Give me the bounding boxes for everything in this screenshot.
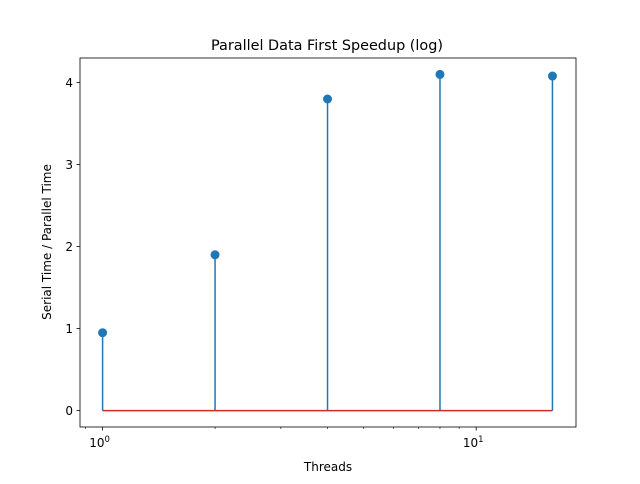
x-tick-label-base: 10 <box>463 436 478 450</box>
y-tick-label: 0 <box>65 404 73 418</box>
x-tick-label: 100 <box>89 435 110 450</box>
y-axis-label: Serial Time / Parallel Time <box>40 164 54 320</box>
chart-title: Parallel Data First Speedup (log) <box>211 38 443 54</box>
stem-marker <box>435 69 445 79</box>
stem-marker <box>323 94 333 104</box>
x-tick-label-exponent: 0 <box>105 435 110 445</box>
y-tick-label: 2 <box>65 240 73 254</box>
x-tick-label: 101 <box>463 435 484 450</box>
plot-frame <box>79 57 577 428</box>
y-tick-label: 3 <box>65 158 73 172</box>
stem-marker <box>98 328 108 338</box>
x-tick-label-base: 10 <box>89 436 104 450</box>
y-tick-label: 4 <box>65 76 73 90</box>
y-tick-label: 1 <box>65 322 73 336</box>
stem-marker <box>547 71 557 81</box>
x-axis-label: Threads <box>303 460 352 474</box>
plot-area <box>98 69 557 412</box>
stem-marker <box>210 250 220 260</box>
x-tick-label-exponent: 1 <box>478 435 483 445</box>
